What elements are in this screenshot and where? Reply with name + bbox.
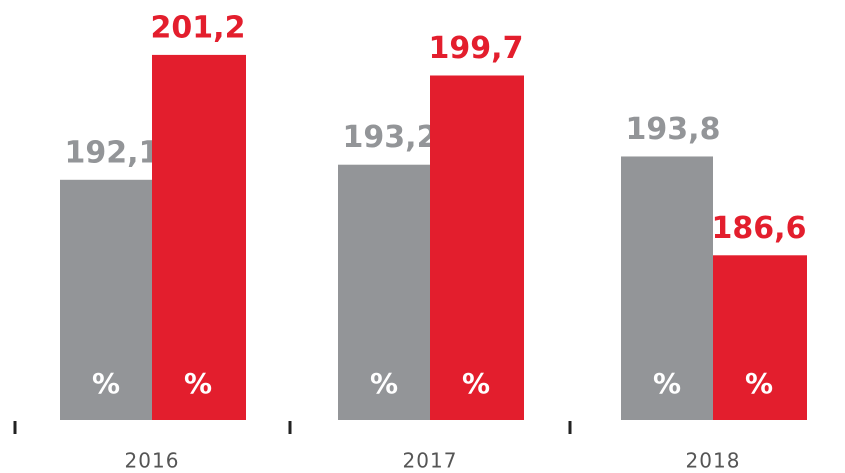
bar-unit-label: % — [653, 367, 681, 400]
data-label: 193,2 — [343, 120, 438, 155]
x-tick-label: 2017 — [403, 449, 458, 473]
bar — [713, 255, 807, 420]
bar — [621, 156, 713, 420]
x-tick-label: 2016 — [125, 449, 180, 473]
bar — [60, 179, 152, 420]
x-tick-label: 2018 — [686, 449, 741, 473]
data-label: 201,2 — [151, 10, 246, 45]
bar — [338, 164, 430, 420]
bar-unit-label: % — [370, 367, 398, 400]
data-label: 193,8 — [626, 112, 721, 147]
data-label: 199,7 — [429, 31, 524, 66]
data-label: 192,1 — [65, 135, 160, 170]
bar — [430, 75, 524, 420]
bar-unit-label: % — [745, 367, 773, 400]
bar-unit-label: % — [462, 367, 490, 400]
bar-unit-label: % — [184, 367, 212, 400]
bar-unit-label: % — [92, 367, 120, 400]
bar — [152, 54, 246, 420]
data-label: 186,6 — [712, 211, 807, 246]
